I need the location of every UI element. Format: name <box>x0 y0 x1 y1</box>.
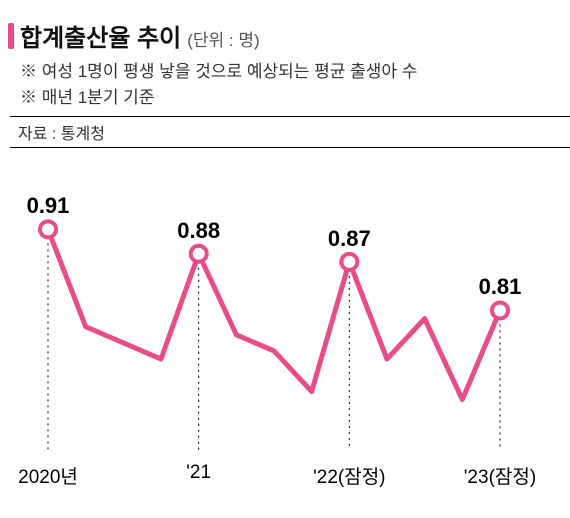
chart-marker <box>191 246 207 262</box>
title-row: 합계출산율 추이 (단위 : 명) <box>0 18 570 53</box>
source-wrap: 자료 : 통계청 <box>0 110 570 152</box>
chart-area: 0.91 2020년 0.88 '21 0.87 '22(잠정) 0.81 '23(잠정) <box>0 152 570 512</box>
chart-container: 합계출산율 추이 (단위 : 명) ※ 여성 1명이 평생 낳을 것으로 예상되… <box>0 0 570 512</box>
chart-data-label: 0.87 <box>328 226 371 252</box>
chart-marker <box>40 221 56 237</box>
chart-marker <box>341 254 357 270</box>
chart-source: 자료 : 통계청 <box>10 116 570 148</box>
chart-line <box>48 229 500 399</box>
chart-marker <box>492 302 508 318</box>
chart-x-label: '22(잠정) <box>313 462 385 489</box>
chart-unit: (단위 : 명) <box>187 26 259 51</box>
chart-data-label: 0.88 <box>177 218 220 244</box>
chart-subtitle-1: ※ 여성 1명이 평생 낳을 것으로 예상되는 평균 출생아 수 <box>0 59 570 85</box>
chart-data-label: 0.81 <box>479 274 522 300</box>
chart-data-label: 0.91 <box>27 193 70 219</box>
chart-x-label: '21 <box>186 462 211 484</box>
title-accent-bar <box>8 23 14 49</box>
chart-x-label: '23(잠정) <box>464 462 536 489</box>
chart-subtitle-2: ※ 매년 1분기 기준 <box>0 85 570 111</box>
chart-x-label: 2020년 <box>18 462 78 489</box>
chart-svg <box>0 152 570 512</box>
chart-title: 합계출산율 추이 <box>20 18 181 53</box>
